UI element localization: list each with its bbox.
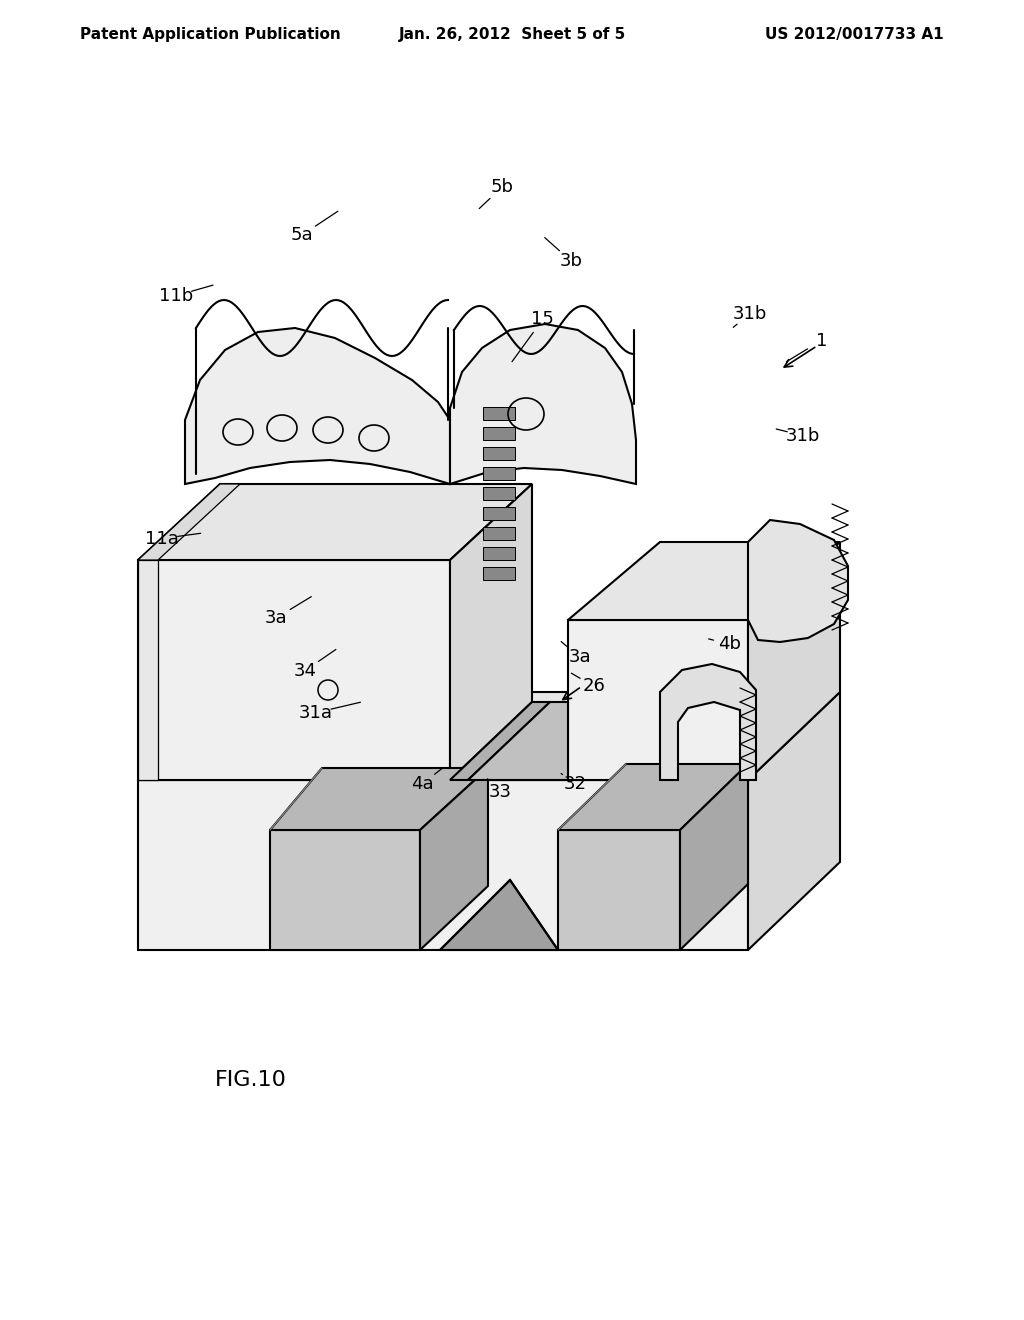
Polygon shape xyxy=(138,560,450,780)
Polygon shape xyxy=(558,764,748,830)
Polygon shape xyxy=(483,487,515,500)
Polygon shape xyxy=(138,560,158,780)
Polygon shape xyxy=(440,880,558,950)
Text: 11b: 11b xyxy=(159,286,194,305)
Text: Jan. 26, 2012  Sheet 5 of 5: Jan. 26, 2012 Sheet 5 of 5 xyxy=(398,28,626,42)
Text: 26: 26 xyxy=(583,677,605,696)
Polygon shape xyxy=(468,702,568,780)
Text: 34: 34 xyxy=(294,661,316,680)
Text: 31b: 31b xyxy=(785,426,820,445)
Text: FIG.10: FIG.10 xyxy=(215,1071,287,1090)
Text: 31a: 31a xyxy=(298,704,333,722)
Polygon shape xyxy=(450,484,532,780)
Polygon shape xyxy=(450,323,636,484)
Polygon shape xyxy=(138,692,840,780)
Text: 3a: 3a xyxy=(568,648,591,667)
Polygon shape xyxy=(450,702,550,780)
Text: 5b: 5b xyxy=(490,178,513,197)
Polygon shape xyxy=(748,520,848,642)
Polygon shape xyxy=(483,546,515,560)
Polygon shape xyxy=(483,568,515,579)
Polygon shape xyxy=(483,407,515,420)
Text: 3b: 3b xyxy=(560,252,583,271)
Polygon shape xyxy=(660,664,756,780)
Polygon shape xyxy=(483,507,515,520)
Polygon shape xyxy=(483,467,515,480)
Polygon shape xyxy=(270,768,488,830)
Text: 31b: 31b xyxy=(732,305,767,323)
Text: US 2012/0017733 A1: US 2012/0017733 A1 xyxy=(765,28,944,42)
Polygon shape xyxy=(483,447,515,459)
Polygon shape xyxy=(138,484,532,560)
Polygon shape xyxy=(748,543,840,780)
Text: 1: 1 xyxy=(815,331,827,350)
Polygon shape xyxy=(483,426,515,440)
Text: 32: 32 xyxy=(564,775,587,793)
Text: Patent Application Publication: Patent Application Publication xyxy=(80,28,341,42)
Text: 15: 15 xyxy=(531,310,554,329)
Text: 11a: 11a xyxy=(144,529,179,548)
Polygon shape xyxy=(420,768,488,950)
Polygon shape xyxy=(748,692,840,950)
Polygon shape xyxy=(568,620,748,780)
Polygon shape xyxy=(138,484,240,560)
Text: 4b: 4b xyxy=(718,635,740,653)
Polygon shape xyxy=(185,327,450,484)
Polygon shape xyxy=(680,764,748,950)
Text: 5a: 5a xyxy=(291,226,313,244)
Polygon shape xyxy=(568,543,840,620)
Polygon shape xyxy=(483,527,515,540)
Text: 33: 33 xyxy=(488,783,511,801)
Polygon shape xyxy=(138,780,748,950)
Text: 3a: 3a xyxy=(265,609,288,627)
Text: 4a: 4a xyxy=(411,775,433,793)
Polygon shape xyxy=(558,830,680,950)
Polygon shape xyxy=(270,830,420,950)
